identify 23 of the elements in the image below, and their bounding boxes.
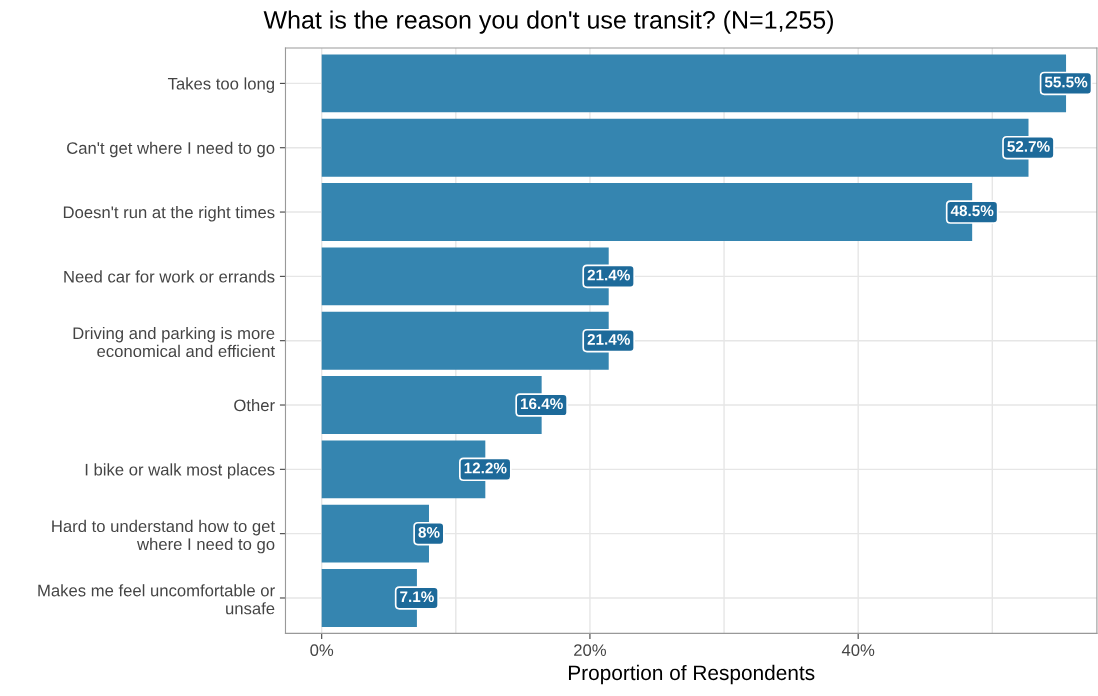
data-label: 12.2%: [464, 462, 507, 474]
data-label: 21.4%: [587, 333, 630, 345]
x-tick-label: 0%: [310, 644, 334, 657]
data-label: 55.5%: [1044, 76, 1088, 88]
x-axis-title: Proportion of Respondents: [568, 664, 815, 685]
data-label: 16.4%: [520, 398, 563, 410]
y-tick-label: Can't get where I need to go: [67, 141, 275, 158]
y-tick-label: I bike or walk most places: [85, 463, 275, 479]
data-label: 48.5%: [950, 205, 994, 217]
y-tick-label: Doesn't run at the right times: [63, 206, 275, 222]
x-tick-label: 20%: [574, 644, 607, 657]
data-label: 8%: [418, 526, 440, 538]
data-label: 21.4%: [587, 269, 630, 281]
chart-title: What is the reason you don't use transit? (N=1,255): [263, 10, 833, 34]
y-tick-label: Driving and parking is more economical and efficient: [73, 326, 275, 358]
y-tick-label: Takes too long: [167, 77, 274, 93]
x-tick-label: 40%: [841, 644, 875, 657]
y-tick-label: Makes me feel uncomfortable or unsafe: [38, 584, 275, 615]
y-tick-label: Other: [234, 398, 275, 412]
data-label: 52.7%: [1007, 141, 1050, 152]
y-tick-label: Need car for work or errands: [64, 270, 275, 283]
data-label: 7.1%: [400, 591, 434, 603]
y-tick-label: Hard to understand how to get where I need to go: [52, 519, 275, 554]
